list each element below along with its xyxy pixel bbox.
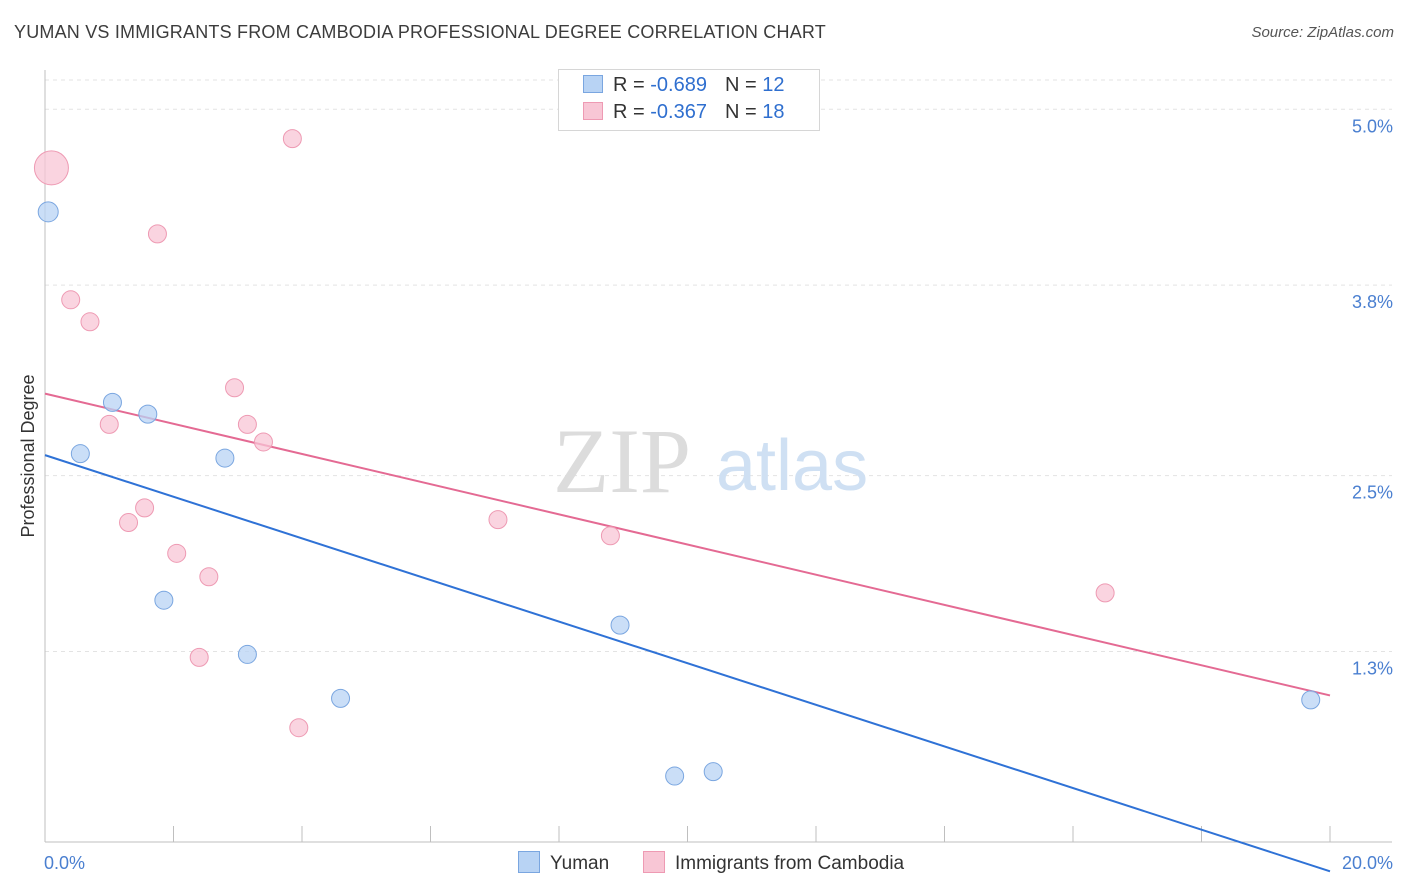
data-point-yuman [331,688,351,708]
gridlines [45,79,1392,652]
data-point-yuman [37,201,59,223]
bottom-legend-swatch-yuman [518,851,540,873]
data-point-cambodia [80,312,100,332]
tick-labels: 1.3% 2.5% 3.8% 5.0% 0.0% 20.0% [44,116,1393,873]
data-point-cambodia [225,378,245,398]
legend-r-value: -0.367 [650,101,707,123]
chart-title: YUMAN VS IMMIGRANTS FROM CAMBODIA PROFES… [14,22,826,42]
data-point-yuman [665,766,685,786]
data-point-cambodia [99,414,119,434]
legend-swatch-cambodia [583,102,603,120]
x-tick-label-max: 20.0% [1342,853,1393,873]
data-point-cambodia [119,513,139,533]
data-point-cambodia [189,647,209,667]
y-tick-label: 5.0% [1352,116,1393,136]
data-points [33,129,1321,786]
source-label: Source: ZipAtlas.com [1251,24,1394,41]
data-point-yuman [237,644,257,664]
legend-n-value: 12 [762,74,785,96]
data-point-yuman [1301,690,1321,710]
y-tick-label: 2.5% [1352,483,1393,503]
data-point-cambodia [237,414,257,434]
data-point-cambodia [135,498,155,518]
watermark-atlas: atlas [716,426,868,506]
correlation-legend: R = -0.689 N = 12 R = -0.367 N = 18 [558,69,820,131]
data-point-cambodia [600,526,620,546]
legend-n-label: N = [724,101,763,123]
legend-n-label: N = [724,74,763,96]
bottom-legend-yuman: Yuman [518,851,609,875]
legend-swatch-yuman [583,75,603,93]
data-point-cambodia [147,224,167,244]
watermark-zip: ZIP [553,410,691,512]
data-point-cambodia [167,543,187,563]
data-point-yuman [215,448,235,468]
bottom-legend-swatch-cambodia [643,851,665,873]
x-tick-label-min: 0.0% [44,853,85,873]
data-point-cambodia [1095,583,1115,603]
bottom-legend-label-cambodia: Immigrants from Cambodia [675,853,905,874]
data-point-yuman [703,762,723,782]
data-point-cambodia [488,510,508,530]
legend-row-cambodia: R = -0.367 N = 18 [583,101,784,125]
data-point-cambodia [282,129,302,149]
data-point-cambodia [199,567,219,587]
legend-r-label: R = [613,101,651,123]
data-point-cambodia [289,718,309,738]
legend-r-label: R = [613,74,651,96]
data-point-cambodia [61,290,81,310]
data-point-yuman [610,615,630,635]
data-point-yuman [154,590,174,610]
trend-line-yuman [44,454,1331,873]
y-tick-label: 1.3% [1352,659,1393,679]
data-point-cambodia [33,150,69,186]
bottom-legend-label-yuman: Yuman [550,853,610,874]
data-point-cambodia [253,432,273,452]
data-point-yuman [138,404,158,424]
data-point-yuman [70,444,90,464]
data-point-yuman [102,392,122,412]
legend-r-value: -0.689 [650,74,707,96]
bottom-legend-cambodia: Immigrants from Cambodia [643,851,904,875]
y-tick-label: 3.8% [1352,292,1393,312]
legend-row-yuman: R = -0.689 N = 12 [583,74,784,98]
legend-n-value: 18 [762,101,785,123]
y-axis-title: Professional Degree [18,374,38,537]
